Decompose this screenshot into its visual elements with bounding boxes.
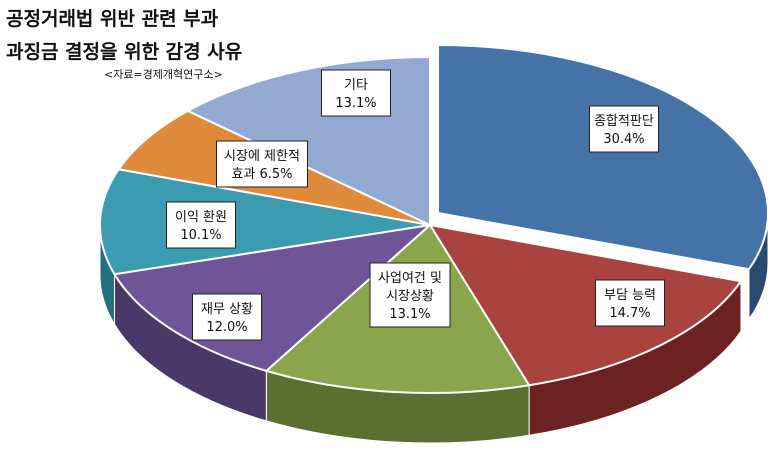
slice-label-box (192, 293, 262, 341)
slice-label-text: 재무 상황 (201, 302, 253, 317)
slice-label-text: 사업여건 및 (378, 271, 442, 286)
slice-label-text: 시장에 제한적 (224, 149, 300, 164)
pie-slice-부담-능력 (427, 223, 743, 387)
slice-label-text: 시장상황 (386, 289, 434, 304)
slice-label-text: 30.4% (603, 132, 644, 147)
slice-label-종합적판단: 종합적판단 30.4% (589, 105, 659, 153)
slice-label-box (369, 262, 451, 328)
pie-slice-종합적판단 (437, 43, 769, 271)
slice-label-text: 종합적판단 (594, 114, 654, 129)
slice-label-text: 기타 (344, 78, 368, 93)
slice-label-text: 13.1% (389, 307, 430, 322)
slice-label-text: 12.0% (206, 320, 247, 335)
slice-label-text: 이익 환원 (175, 210, 227, 225)
slice-label-box (321, 69, 391, 117)
slice-label-text: 효과 6.5% (231, 167, 292, 182)
slice-label-box (595, 279, 665, 327)
slice-label-box (216, 140, 308, 188)
slice-label-재무-상황: 재무 상황 12.0% (192, 293, 262, 341)
chart-title: 공정거래법 위반 관련 부과 (6, 8, 219, 30)
slice-label-box (589, 105, 659, 153)
slice-label-기타: 기타 13.1% (321, 69, 391, 117)
chart-subtitle: 과징금 결정을 위한 감경 사유 (6, 41, 243, 63)
slice-label-이익-환원: 이익 환원 10.1% (166, 201, 236, 249)
pie-sides (99, 212, 769, 444)
slice-label-text: 부담 능력 (604, 288, 656, 303)
source-note: <자료=경제개혁연구소> (104, 68, 223, 81)
slice-label-box (166, 201, 236, 249)
slice-label-text: 10.1% (180, 228, 221, 243)
slice-label-text: 14.7% (609, 306, 650, 321)
slice-label-text: 13.1% (335, 96, 376, 111)
slice-label-부담-능력: 부담 능력 14.7% (595, 279, 665, 327)
